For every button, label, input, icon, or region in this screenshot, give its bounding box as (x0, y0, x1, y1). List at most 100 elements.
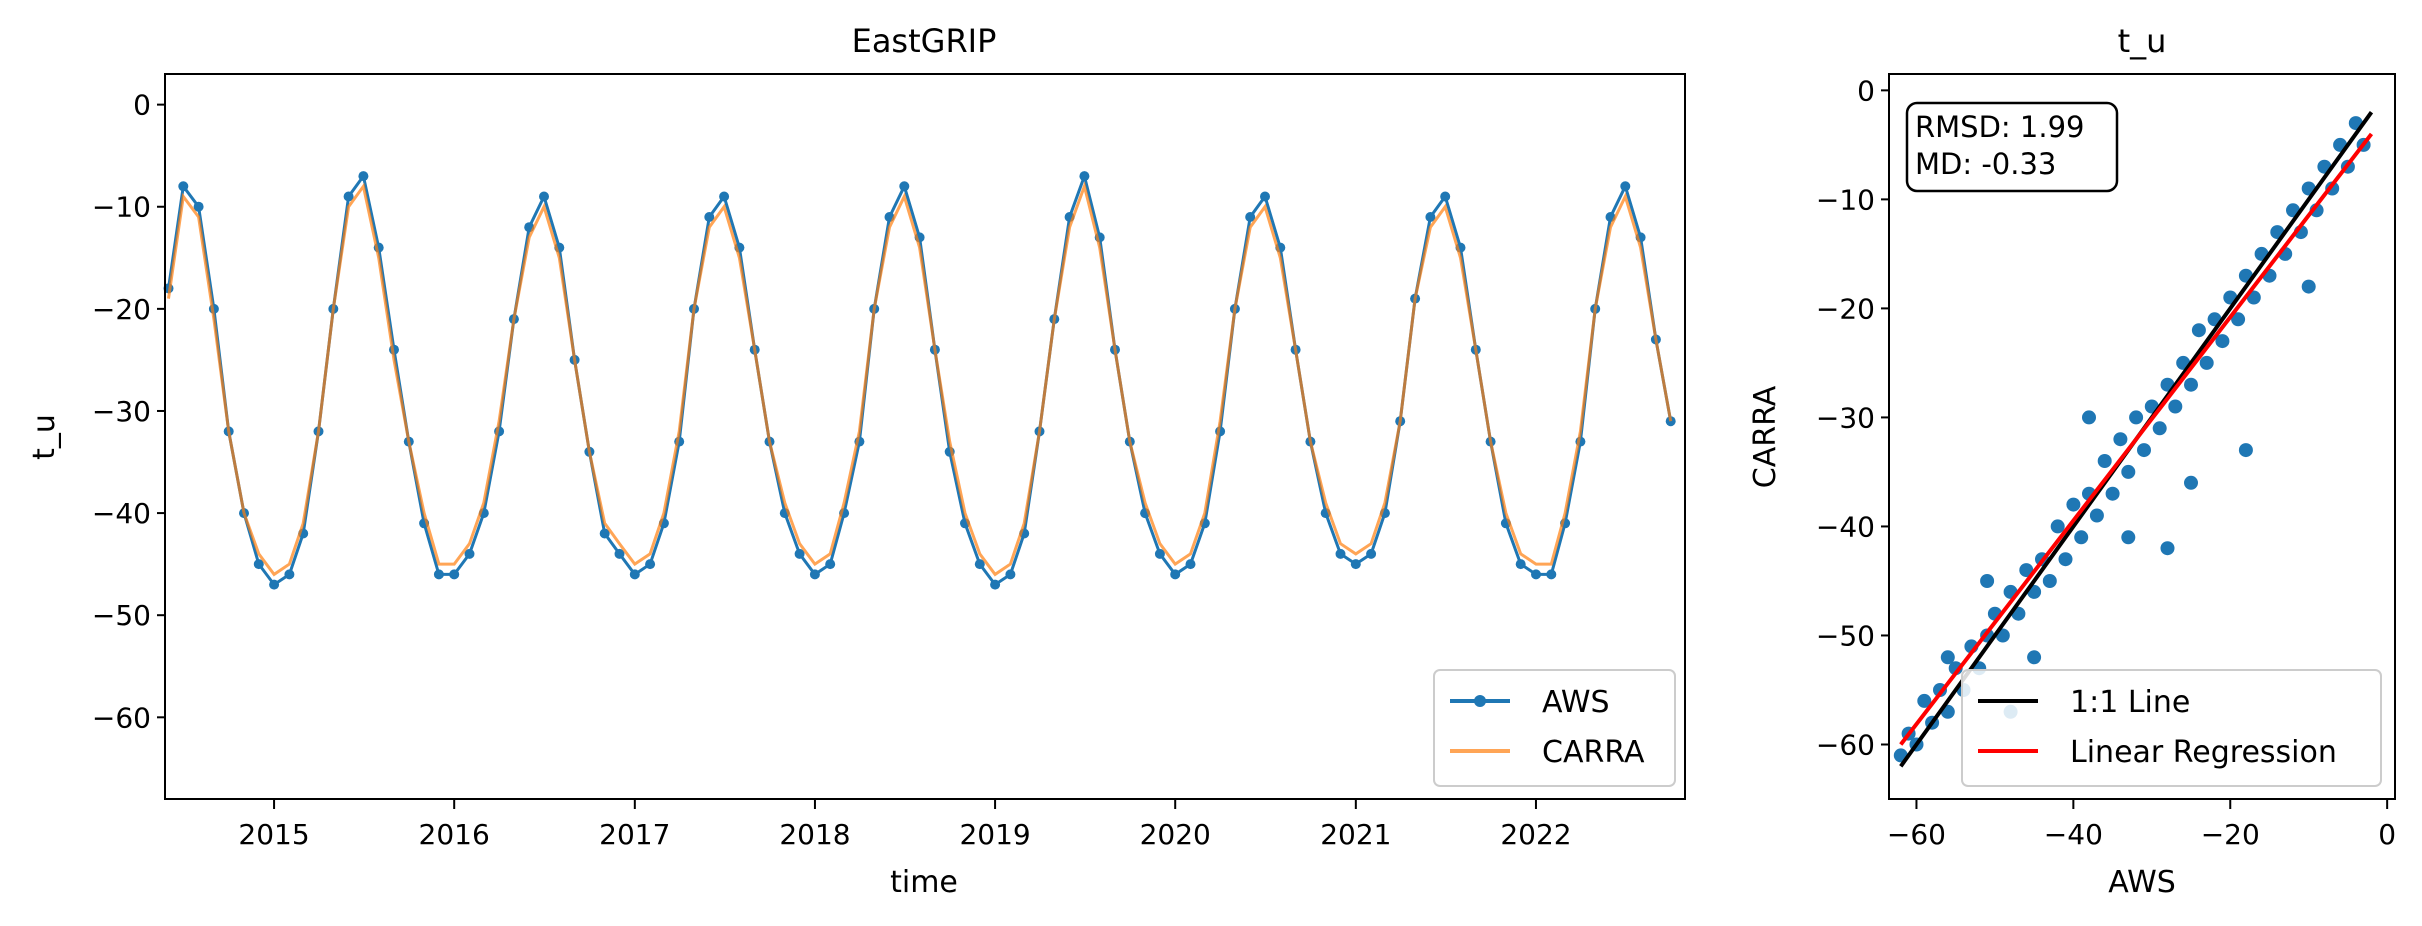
data-point-aws (704, 212, 715, 222)
data-point-aws (1245, 212, 1256, 222)
scatter-point (2231, 312, 2246, 327)
y-tick-label: −10 (92, 191, 151, 224)
timeseries-plot-area: 0 −10 −20 −30 −40 −50 −60 2015 2016 2017 2018 2019… (92, 73, 1686, 851)
scatter-point (2121, 530, 2136, 545)
data-point-aws (1154, 548, 1165, 559)
data-point-aws (1079, 171, 1090, 182)
scatter-legend: 1:1 Line Linear Regression (1961, 669, 2382, 787)
legend-aws-label: AWS (1542, 685, 1610, 720)
legend-carra-label: CARRA (1542, 735, 1645, 770)
scatter-lines (1899, 110, 2374, 768)
x-tick-label: 2016 (419, 818, 490, 851)
data-point-aws (1005, 569, 1016, 580)
x-tick-label: −40 (2044, 818, 2103, 851)
data-point-aws (794, 548, 805, 559)
scatter-point (2301, 279, 2316, 294)
scatter-point (2184, 475, 2198, 490)
data-point-aws (974, 559, 985, 570)
data-point-aws (1620, 181, 1631, 192)
scatter-point (2215, 334, 2230, 349)
x-tick-label: 2022 (1500, 818, 1571, 851)
scatter-point (2160, 541, 2175, 556)
scatter-point (2137, 443, 2151, 458)
x-tick-label: 2021 (1320, 818, 1391, 851)
x-axis-label: time (890, 865, 958, 900)
scatter-point (2152, 421, 2167, 436)
timeseries-chart: EastGRIP 0−10−20−30−40−50−60 2015 2016 201… (27, 22, 1686, 900)
x-tick-label: 2017 (599, 818, 670, 851)
data-point-aws (449, 569, 460, 580)
data-point-aws (719, 191, 730, 202)
data-point-aws (1440, 191, 1451, 202)
x-tick-label: 2020 (1140, 818, 1211, 851)
y-tick-label: −50 (92, 599, 151, 632)
y-tick-label: −40 (92, 497, 151, 530)
scatter-point (2027, 650, 2042, 665)
md-text: MD: -0.33 (1915, 147, 2056, 181)
data-point-aws (599, 528, 610, 539)
y-tick-label: 0 (133, 89, 151, 122)
legend-one-to-one-label: 1:1 Line (2070, 685, 2190, 720)
timeseries-legend: AWS CARRA (1433, 669, 1676, 787)
data-point-aws (1170, 569, 1181, 580)
scatter-point (2050, 519, 2065, 534)
y-tick-label: −60 (1816, 728, 1875, 761)
data-point-aws (178, 181, 189, 192)
y-tick-label: −30 (92, 395, 151, 428)
scatter-point (2019, 563, 2034, 578)
scatter-point (1940, 650, 1955, 665)
scatter-point (2066, 497, 2081, 512)
scatter-point (2074, 530, 2089, 545)
data-point-aws (1350, 559, 1361, 570)
y-axis-label: t_u (27, 414, 62, 460)
data-point-aws (1335, 548, 1346, 559)
data-point-aws (645, 559, 656, 570)
data-point-aws (1531, 569, 1541, 580)
data-point-aws (990, 579, 1001, 590)
scatter-point (2199, 355, 2214, 370)
scatter-x-ticks: −60 −40 −20 0 (1887, 799, 2396, 851)
y-tick-label: 0 (1857, 74, 1875, 107)
scatter-point (2042, 574, 2057, 588)
scatter-point (2191, 323, 2206, 338)
y-tick-label: −10 (1816, 183, 1875, 216)
timeseries-y-ticks: 0 −10 −20 −30 −40 −50 −60 (92, 89, 165, 734)
y-tick-label: −40 (1816, 510, 1875, 543)
scatter-point (2089, 508, 2104, 523)
data-point-aws (1425, 212, 1436, 222)
data-point-aws (1185, 559, 1196, 570)
x-tick-label: 2019 (959, 818, 1030, 851)
data-point-aws (433, 569, 444, 580)
scatter-point (2105, 486, 2120, 501)
scatter-plot-area: 0 −10 −20 −30 −40 −50 −60 −60 −40 −20 0 (1816, 73, 2396, 851)
x-tick-label: −20 (2201, 818, 2260, 851)
data-point-aws (1260, 191, 1270, 202)
regression-line (1899, 132, 2374, 746)
y-tick-label: −20 (1816, 292, 1875, 325)
scatter-axes-frame (1888, 73, 2396, 800)
series-line-carra (167, 181, 1673, 577)
data-point-aws (899, 181, 910, 192)
data-point-aws (343, 191, 354, 202)
x-tick-label: 0 (2378, 818, 2396, 851)
x-tick-label: 2018 (779, 818, 850, 851)
data-point-aws (464, 548, 475, 559)
chart-title: EastGRIP (852, 22, 997, 60)
legend-aws-marker (1474, 695, 1486, 707)
data-point-aws (825, 559, 836, 570)
chart-title: t_u (2118, 22, 2167, 60)
x-tick-label: −60 (1887, 818, 1946, 851)
scatter-chart: t_u 0 −10 −20 −30 −40 −50 −60 −60 −40 −20 0 AWS C… (1748, 22, 2396, 900)
scatter-point (2097, 454, 2112, 468)
scatter-point (2129, 410, 2144, 425)
x-axis-label: AWS (2108, 865, 2176, 900)
rmsd-text: RMSD: 1.99 (1915, 110, 2084, 144)
data-point-aws (358, 171, 369, 182)
scatter-point (2184, 377, 2198, 392)
timeseries-x-ticks: 2015 2016 2017 2018 2019 2020 2021 2022 (238, 799, 1572, 851)
data-point-aws (1366, 548, 1377, 559)
scatter-point (2238, 443, 2253, 458)
scatter-point (2058, 552, 2073, 567)
scatter-point (2168, 399, 2183, 414)
